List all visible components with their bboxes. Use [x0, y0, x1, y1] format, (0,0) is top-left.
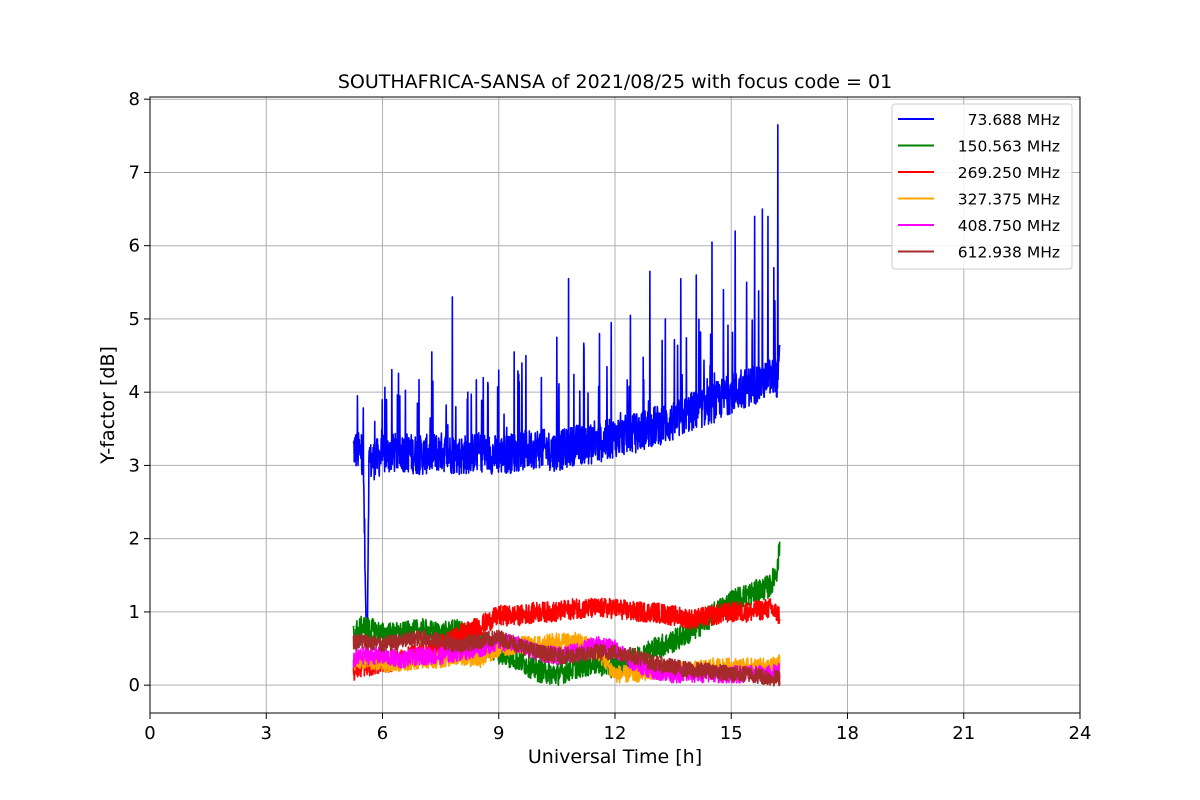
y-axis-label: Y-factor [dB] — [97, 346, 119, 465]
y-tick-label: 3 — [129, 455, 140, 476]
y-tick-label: 4 — [129, 382, 140, 403]
x-tick-label: 24 — [1069, 723, 1092, 744]
legend-entry: 327.375 MHz — [958, 191, 1060, 209]
y-tick-label: 8 — [129, 89, 140, 110]
chart-title: SOUTHAFRICA-SANSA of 2021/08/25 with foc… — [338, 71, 892, 93]
legend-entry: 612.938 MHz — [958, 244, 1060, 262]
grid — [149, 97, 1081, 713]
legend-box — [891, 103, 1073, 270]
legend-entry: 150.563 MHz — [958, 138, 1060, 156]
y-tick-label: 5 — [129, 309, 140, 330]
series-layer — [352, 124, 781, 687]
x-tick-label: 6 — [377, 723, 388, 744]
x-axis-label: Universal Time [h] — [528, 746, 702, 768]
y-tick-label: 1 — [129, 602, 140, 623]
x-tick-label: 3 — [261, 723, 272, 744]
series-line — [352, 124, 781, 668]
legend-entry: 269.250 MHz — [958, 164, 1060, 182]
legend: 73.688 MHz 150.563 MHz 269.250 MHz 327.375 … — [891, 103, 1073, 270]
y-tick-label: 7 — [129, 162, 140, 183]
series-line — [352, 629, 781, 687]
x-tick-label: 12 — [604, 723, 627, 744]
y-tick-label: 2 — [129, 529, 140, 550]
y-tick-label: 0 — [129, 675, 140, 696]
x-tick-label: 9 — [493, 723, 504, 744]
x-tick-label: 21 — [952, 723, 975, 744]
x-tick-label: 0 — [144, 723, 155, 744]
y-tick-label: 6 — [129, 236, 140, 257]
x-tick-label: 15 — [720, 723, 743, 744]
legend-entry: 73.688 MHz — [968, 111, 1060, 129]
x-tick-label: 18 — [836, 723, 859, 744]
legend-entry: 408.750 MHz — [958, 217, 1060, 235]
